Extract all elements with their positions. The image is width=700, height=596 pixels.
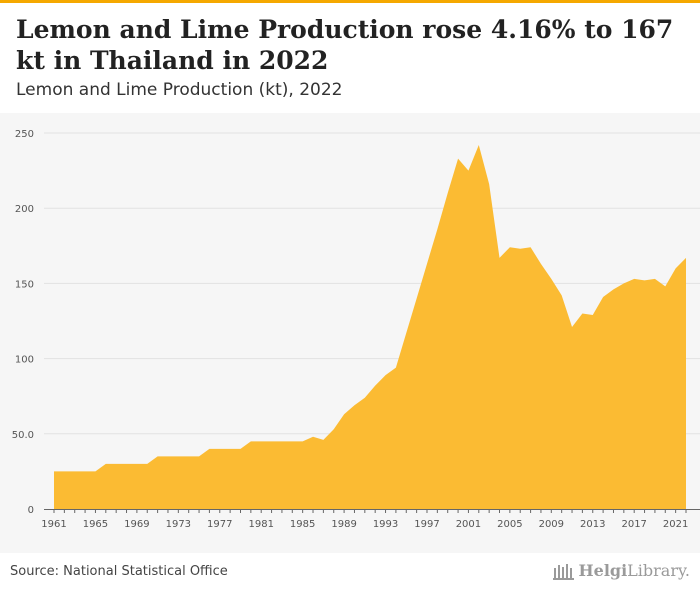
x-tick-label: 1961 <box>41 519 66 530</box>
x-tick-label: 1993 <box>373 519 398 530</box>
logo-text-bold: Helgi <box>578 561 628 580</box>
x-tick-label: 2009 <box>539 519 564 530</box>
logo-text: HelgiLibrary. <box>579 561 690 580</box>
y-tick-label: 100 <box>15 355 34 366</box>
x-tick-label: 1985 <box>290 519 315 530</box>
y-tick-label: 50.0 <box>12 430 34 441</box>
x-tick-label: 1989 <box>331 519 356 530</box>
x-axis <box>44 509 700 513</box>
x-tick-label: 2021 <box>663 519 688 530</box>
footer: Source: National Statistical Office Helg… <box>0 553 700 596</box>
x-tick-label: 1977 <box>207 519 232 530</box>
y-tick-label: 0 <box>28 505 34 516</box>
source-note: Source: National Statistical Office <box>10 564 228 579</box>
x-tick-label: 1973 <box>166 519 191 530</box>
logo-text-rest: Library. <box>627 561 690 580</box>
area-series <box>54 145 686 509</box>
accent-bar <box>0 0 700 3</box>
x-axis-labels: 1961 1965 1969 1973 1977 1981 1985 1989 1993 1997… <box>41 519 688 530</box>
page-title: Lemon and Lime Production rose 4.16% to … <box>16 15 674 75</box>
x-tick-label: 2005 <box>497 519 522 530</box>
x-tick-label: 1965 <box>83 519 108 530</box>
x-tick-label: 1997 <box>414 519 439 530</box>
x-tick-label: 1969 <box>124 519 149 530</box>
chart-panel: 0 50.0 100 150 200 250 1961 1965 1969 1973 1977 19… <box>0 113 700 553</box>
x-tick-label: 2001 <box>456 519 481 530</box>
x-tick-label: 2013 <box>580 519 605 530</box>
y-tick-label: 250 <box>15 129 34 140</box>
helgi-library-logo[interactable]: HelgiLibrary. <box>552 561 690 580</box>
x-tick-label: 1981 <box>248 519 273 530</box>
y-tick-label: 150 <box>15 279 34 290</box>
production-area <box>54 145 686 509</box>
library-building-icon <box>552 563 574 580</box>
y-axis: 0 50.0 100 150 200 250 <box>12 129 34 516</box>
chart-subtitle: Lemon and Lime Production (kt), 2022 <box>16 80 343 100</box>
x-tick-label: 2017 <box>621 519 646 530</box>
y-tick-label: 200 <box>15 204 34 215</box>
